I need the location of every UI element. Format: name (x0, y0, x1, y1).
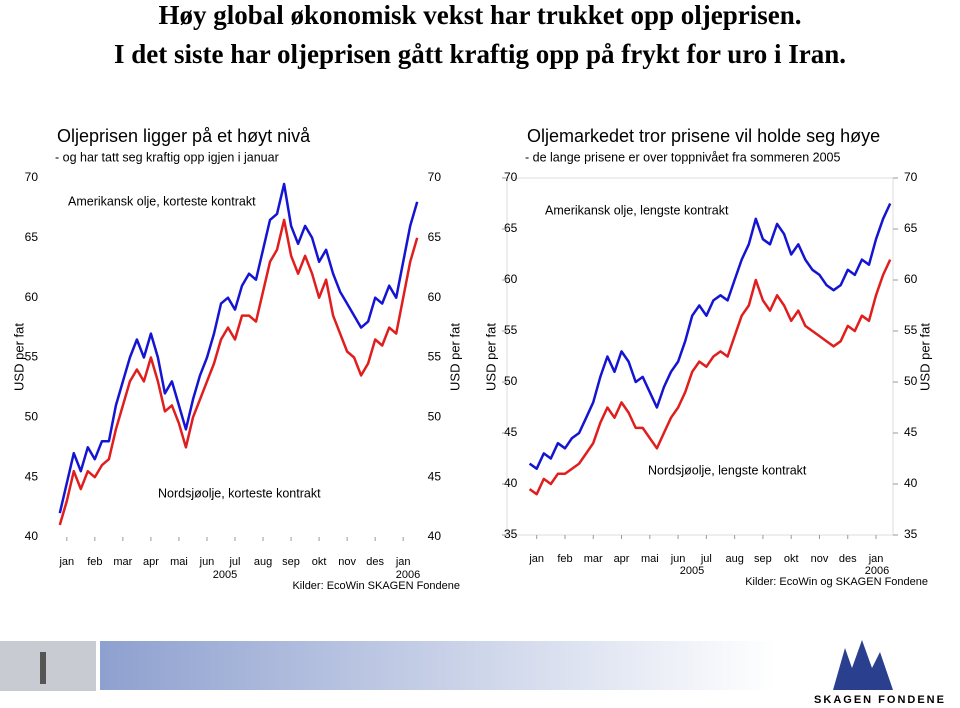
year-label: 2006 (865, 565, 889, 577)
x-tick-label: mai (170, 556, 188, 568)
y-tick-label: 55 (904, 323, 918, 337)
x-tick-label: jan (58, 556, 74, 568)
y-tick-label: 55 (25, 350, 39, 364)
y-tick-label: 55 (504, 323, 518, 337)
logo-mark (833, 640, 893, 690)
series-label: Amerikansk olje, lengste kontrakt (545, 203, 729, 217)
year-label: 2005 (213, 569, 237, 581)
y-tick-label: 65 (428, 230, 442, 244)
y-tick-label: 50 (428, 410, 442, 424)
series-line (528, 259, 892, 496)
chart-subtitle: - de lange prisene er over toppnivået fr… (525, 150, 841, 164)
chart-title: Oljemarkedet tror prisene vil holde seg … (527, 126, 880, 146)
lighthouse (40, 652, 46, 684)
y-tick-label: 60 (25, 290, 39, 304)
y-axis-label: USD per fat (917, 323, 932, 391)
x-tick-label: sep (282, 556, 300, 568)
x-tick-label: aug (254, 556, 272, 568)
x-tick-label: feb (557, 553, 572, 565)
x-tick-label: mai (641, 553, 659, 565)
y-axis-label: USD per fat (483, 323, 498, 391)
x-tick-label: jan (395, 556, 411, 568)
y-axis-label: USD per fat (447, 323, 462, 391)
x-tick-label: apr (143, 556, 159, 568)
y-tick-label: 65 (25, 230, 39, 244)
x-tick-label: jul (700, 553, 712, 565)
y-tick-label: 50 (904, 374, 918, 388)
series-line (58, 218, 419, 526)
x-tick-label: feb (87, 556, 102, 568)
y-tick-label: 70 (504, 170, 518, 184)
y-tick-label: 65 (904, 221, 918, 235)
source: Kilder: EcoWin SKAGEN Fondene (292, 580, 460, 592)
y-tick-label: 40 (904, 476, 918, 490)
y-tick-label: 40 (504, 476, 518, 490)
source: Kilder: EcoWin og SKAGEN Fondene (745, 576, 928, 588)
year-label: 2005 (680, 565, 704, 577)
y-tick-label: 70 (904, 170, 918, 184)
x-tick-label: jun (199, 556, 215, 568)
footer-bar (100, 641, 776, 690)
y-tick-label: 55 (428, 350, 442, 364)
x-tick-label: jul (228, 556, 240, 568)
y-tick-label: 50 (25, 410, 39, 424)
series-line (528, 202, 892, 470)
series-label: Nordsjøolje, korteste kontrakt (158, 486, 321, 500)
y-tick-label: 40 (428, 529, 442, 543)
series-label: Amerikansk olje, korteste kontrakt (68, 194, 256, 208)
x-tick-label: jun (670, 553, 686, 565)
x-tick-label: des (839, 553, 857, 565)
y-tick-label: 45 (504, 425, 518, 439)
y-tick-label: 65 (504, 221, 518, 235)
chart-title: Oljeprisen ligger på et høyt nivå (57, 126, 311, 146)
y-tick-label: 70 (25, 170, 39, 184)
logo-text: SKAGEN FONDENE (814, 694, 946, 706)
plot-frame (506, 177, 894, 536)
x-tick-label: sep (754, 553, 772, 565)
x-tick-label: mar (584, 553, 603, 565)
x-tick-label: nov (338, 556, 356, 568)
chart-subtitle: - og har tatt seg kraftig opp igjen i ja… (55, 150, 279, 164)
y-tick-label: 60 (504, 272, 518, 286)
y-tick-label: 40 (25, 529, 39, 543)
y-tick-label: 60 (904, 272, 918, 286)
footer-photo (0, 641, 96, 691)
y-tick-label: 50 (504, 374, 518, 388)
slide-title: I det siste har oljeprisen gått kraftig … (114, 39, 846, 69)
x-tick-label: jan (528, 553, 544, 565)
y-tick-label: 35 (904, 527, 918, 541)
x-tick-label: aug (725, 553, 743, 565)
y-tick-label: 45 (25, 469, 39, 483)
y-tick-label: 70 (428, 170, 442, 184)
x-tick-label: des (366, 556, 384, 568)
y-tick-label: 45 (428, 469, 442, 483)
series-line (58, 182, 419, 514)
y-tick-label: 60 (428, 290, 442, 304)
y-tick-label: 45 (904, 425, 918, 439)
x-tick-label: okt (312, 556, 327, 568)
slide-title: Høy global økonomisk vekst har trukket o… (158, 0, 801, 30)
x-tick-label: okt (784, 553, 799, 565)
x-tick-label: apr (614, 553, 630, 565)
y-axis-label: USD per fat (11, 323, 26, 391)
x-tick-label: nov (811, 553, 829, 565)
x-tick-label: jan (868, 553, 884, 565)
year-label: 2006 (396, 569, 420, 581)
x-tick-label: mar (113, 556, 132, 568)
series-label: Nordsjøolje, lengste kontrakt (648, 463, 807, 477)
y-tick-label: 35 (504, 527, 518, 541)
